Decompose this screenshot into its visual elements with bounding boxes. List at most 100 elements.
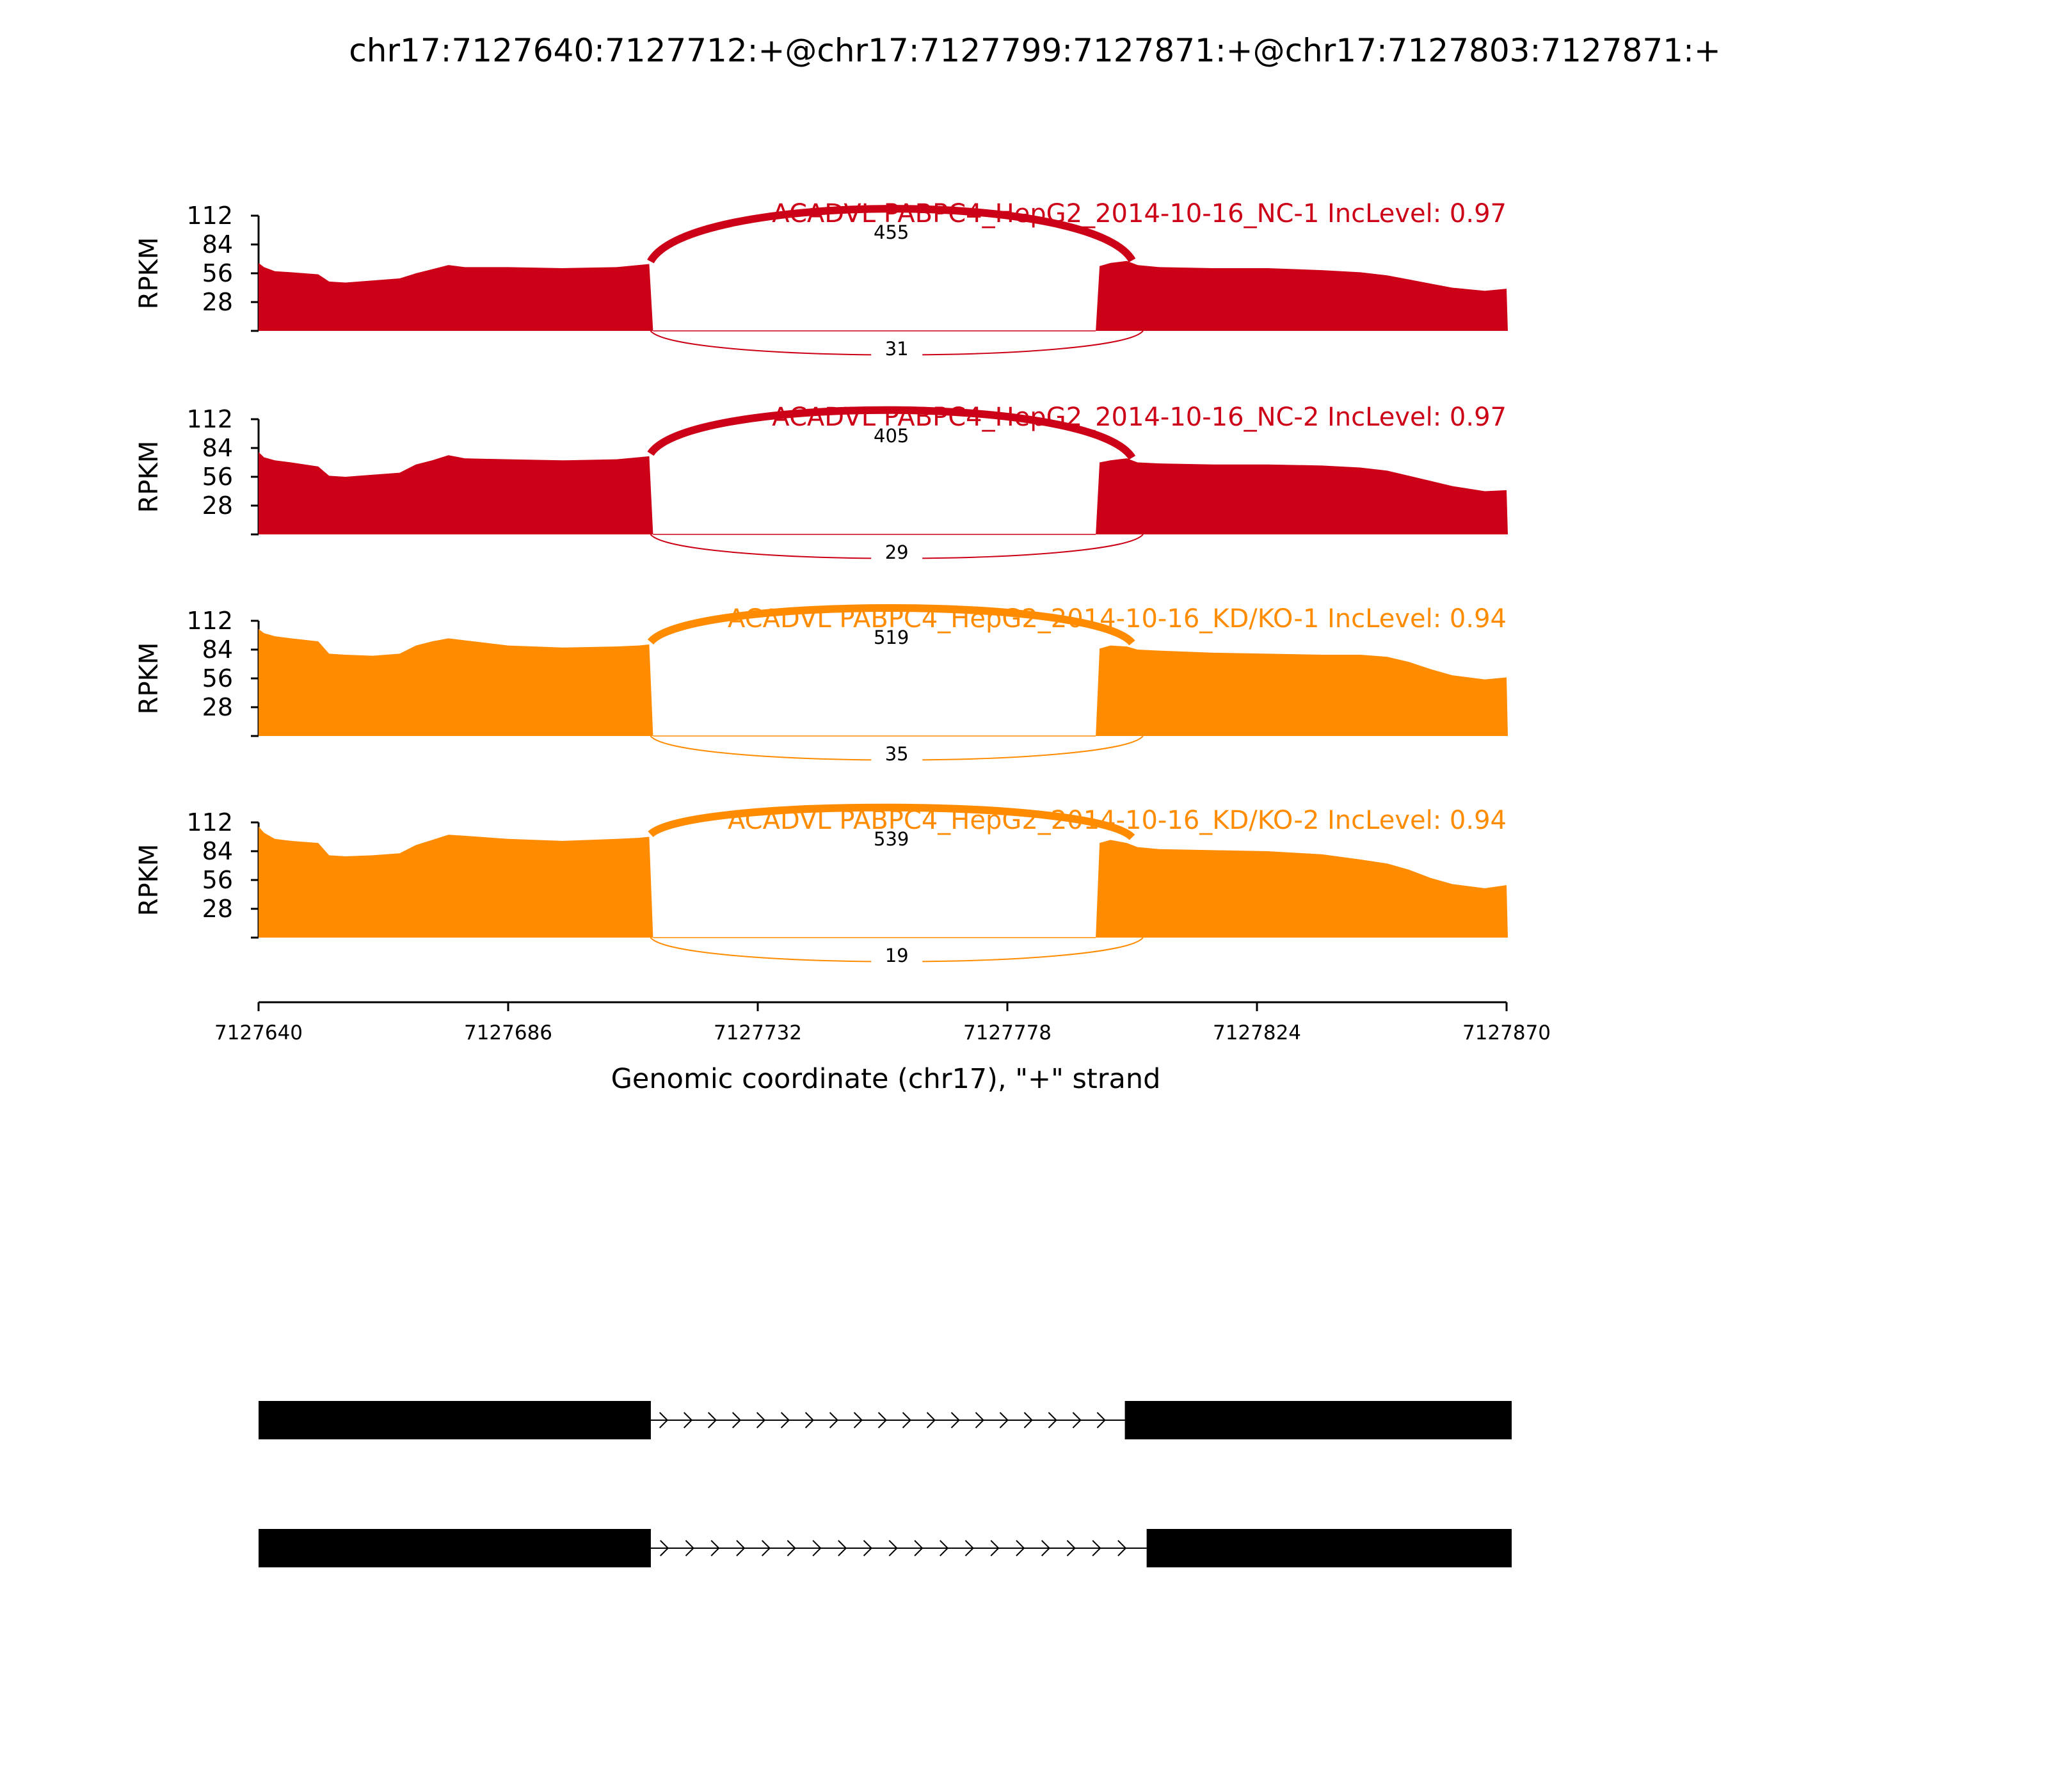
- junction-label-bg: [865, 628, 917, 649]
- exon-block: [1124, 1401, 1512, 1439]
- x-tick-label: 7127824: [1213, 1021, 1301, 1044]
- strand-arrow-icon: [1096, 1412, 1106, 1428]
- strand-arrow-icon: [1048, 1412, 1057, 1428]
- coverage-area-exon1: [259, 452, 653, 534]
- coverage-area-exon2: [1096, 458, 1508, 534]
- strand-arrow-icon: [888, 1540, 898, 1556]
- coverage-area-exon2: [1096, 260, 1508, 331]
- exon-block: [259, 1529, 651, 1567]
- junction-count-label: 519: [874, 627, 909, 648]
- coverage-area-exon1: [259, 628, 653, 736]
- coverage-panel: ACADVL PABPC4_HepG2_2014-10-16_NC-2 IncL…: [134, 403, 1508, 564]
- strand-arrow-icon: [1016, 1540, 1025, 1556]
- coverage-panel: ACADVL PABPC4_HepG2_2014-10-16_KD/KO-2 I…: [134, 803, 1508, 967]
- strand-arrow-icon: [1092, 1540, 1101, 1556]
- y-tick-label: 84: [202, 636, 233, 664]
- junction-label-bg: [871, 745, 923, 765]
- y-tick-label: 28: [202, 288, 233, 316]
- strand-arrow-icon: [736, 1540, 746, 1556]
- strand-arrow-icon: [940, 1540, 949, 1556]
- junction-label-bg: [871, 340, 923, 360]
- strand-arrow-icon: [990, 1540, 1000, 1556]
- strand-arrow-icon: [1072, 1412, 1082, 1428]
- coverage-area-exon2: [1096, 645, 1508, 736]
- exon-block: [1146, 1529, 1512, 1567]
- y-tick-label: 84: [202, 230, 233, 259]
- strand-arrow-icon: [877, 1412, 887, 1428]
- x-tick-label: 7127870: [1462, 1021, 1551, 1044]
- y-tick-label: 112: [186, 607, 233, 635]
- coverage-area-exon1: [259, 826, 653, 938]
- y-axis-label: RPKM: [134, 643, 164, 715]
- y-tick-label: 84: [202, 837, 233, 865]
- junction-arc: [647, 406, 1136, 460]
- junction-label-bg: [865, 427, 917, 447]
- strand-arrow-icon: [1041, 1540, 1051, 1556]
- coverage-area-exon1: [259, 262, 653, 331]
- junction-count-label: 19: [885, 945, 909, 966]
- junction-count-label: 35: [885, 743, 909, 765]
- y-tick-label: 112: [186, 405, 233, 433]
- strand-arrow-icon: [838, 1540, 847, 1556]
- strand-arrow-icon: [684, 1412, 693, 1428]
- isoform-track: [259, 1401, 1512, 1567]
- junction-arc: [648, 803, 1135, 840]
- strand-arrow-icon: [1023, 1412, 1033, 1428]
- exon-block: [259, 1401, 651, 1439]
- strand-arrow-icon: [804, 1412, 815, 1428]
- junction-count-label: 31: [885, 338, 909, 360]
- junction-count-label: 29: [885, 541, 909, 563]
- x-axis-label: Genomic coordinate (chr17), "+" strand: [611, 1063, 1161, 1095]
- isoform: [259, 1529, 1512, 1567]
- strand-arrow-icon: [926, 1412, 936, 1428]
- strand-arrow-icon: [964, 1540, 974, 1556]
- strand-arrow-icon: [1066, 1540, 1076, 1556]
- coverage-panels: ACADVL PABPC4_HepG2_2014-10-16_NC-1 IncL…: [134, 199, 1508, 967]
- junction-count-label: 405: [874, 425, 909, 447]
- x-tick-label: 7127686: [464, 1021, 552, 1044]
- junction-label-bg: [871, 543, 923, 564]
- strand-arrow-icon: [975, 1412, 984, 1428]
- strand-arrow-icon: [756, 1412, 766, 1428]
- strand-arrow-icon: [950, 1412, 960, 1428]
- y-tick-label: 56: [202, 259, 233, 287]
- strand-arrow-icon: [761, 1540, 771, 1556]
- strand-arrow-icon: [710, 1540, 720, 1556]
- y-tick-label: 112: [186, 202, 233, 230]
- junction-arc: [647, 205, 1136, 264]
- x-tick-label: 7127732: [714, 1021, 802, 1044]
- strand-arrow-icon: [707, 1412, 717, 1428]
- y-tick-label: 28: [202, 492, 233, 520]
- junction-count-label: 455: [874, 221, 909, 243]
- y-tick-label: 56: [202, 664, 233, 692]
- strand-arrow-icon: [685, 1540, 694, 1556]
- x-axis: Genomic coordinate (chr17), "+" strand 7…: [214, 1001, 1551, 1095]
- junction-label-bg: [865, 830, 917, 851]
- junction-arc: [647, 604, 1135, 646]
- strand-arrow-icon: [829, 1412, 839, 1428]
- strand-arrow-icon: [1117, 1540, 1127, 1556]
- junction-label-bg: [865, 223, 917, 244]
- strand-arrow-icon: [787, 1540, 796, 1556]
- strand-arrow-icon: [999, 1412, 1009, 1428]
- y-axis-label: RPKM: [134, 844, 164, 916]
- plot-title: chr17:7127640:7127712:+@chr17:7127799:71…: [349, 32, 1720, 69]
- y-tick-label: 56: [202, 463, 233, 491]
- x-tick-label: 7127778: [963, 1021, 1052, 1044]
- strand-arrow-icon: [853, 1412, 863, 1428]
- y-tick-label: 112: [186, 808, 233, 836]
- junction-label-bg: [871, 947, 923, 967]
- x-tick-label: 7127640: [214, 1021, 303, 1044]
- coverage-panel: ACADVL PABPC4_HepG2_2014-10-16_NC-1 IncL…: [134, 199, 1508, 360]
- strand-arrow-icon: [659, 1412, 669, 1428]
- strand-arrow-icon: [902, 1412, 911, 1428]
- y-tick-label: 56: [202, 866, 233, 894]
- y-tick-label: 28: [202, 693, 233, 721]
- strand-arrow-icon: [732, 1412, 742, 1428]
- strand-arrow-icon: [863, 1540, 873, 1556]
- isoform: [259, 1401, 1512, 1439]
- strand-arrow-icon: [660, 1540, 669, 1556]
- y-tick-label: 84: [202, 434, 233, 462]
- strand-arrow-icon: [812, 1540, 822, 1556]
